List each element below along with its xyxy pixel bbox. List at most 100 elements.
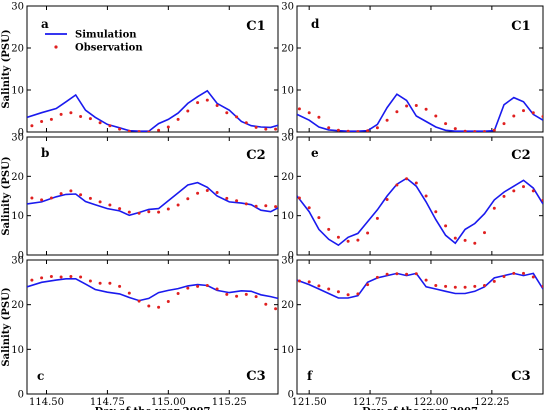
station-label: C2 — [511, 148, 530, 163]
observation-point — [254, 204, 258, 208]
y-tick-label: 20 — [11, 300, 24, 311]
observation-point — [98, 121, 102, 125]
observation-point — [196, 101, 200, 105]
data-layer — [27, 181, 278, 217]
station-label: C1 — [511, 19, 530, 34]
observation-point — [186, 197, 190, 201]
observation-point — [88, 279, 92, 283]
observation-point — [385, 198, 389, 201]
panel-frame — [26, 136, 279, 256]
observation-point — [307, 206, 311, 210]
observation-point — [254, 295, 258, 299]
observation-point — [346, 293, 350, 297]
y-tick-label: 20 — [11, 172, 24, 183]
y-tick-label: 20 — [281, 44, 294, 55]
x-tick-label: 115.00 — [151, 397, 186, 408]
observation-point — [492, 206, 496, 210]
y-tick-label: 30 — [11, 256, 24, 267]
observation-point — [30, 124, 34, 128]
observation-point — [463, 129, 467, 132]
observation-point — [274, 127, 278, 131]
observation-point — [434, 284, 438, 287]
simulation-line — [27, 181, 278, 217]
observation-point — [157, 128, 161, 132]
x-tick-label: 122.00 — [413, 397, 448, 408]
observation-point — [108, 281, 112, 285]
observation-point — [147, 304, 151, 308]
observation-point — [137, 211, 141, 215]
observation-point — [414, 272, 418, 276]
observation-point — [176, 117, 180, 121]
observation-point — [366, 231, 370, 235]
observation-point — [127, 291, 131, 295]
station-label: C2 — [246, 148, 265, 163]
observation-point — [492, 128, 496, 132]
panel-letter: a — [41, 17, 49, 31]
observation-point — [297, 279, 301, 283]
observation-point — [366, 129, 370, 132]
observation-point — [196, 191, 200, 195]
observation-point — [225, 196, 229, 200]
observation-point — [395, 272, 399, 276]
y-tick-label: 30 — [11, 2, 24, 13]
observation-point — [531, 189, 535, 193]
observation-point — [225, 292, 229, 296]
observation-point — [424, 278, 428, 282]
observation-point — [463, 285, 467, 289]
observation-point — [512, 271, 516, 275]
observation-point — [274, 205, 278, 209]
observation-point — [166, 300, 170, 303]
y-tick-label: 10 — [281, 345, 294, 356]
observation-point — [157, 210, 161, 214]
observation-point — [414, 104, 418, 107]
y-tick-label: 20 — [281, 300, 294, 311]
y-tick-label: 0 — [18, 128, 24, 139]
observation-point — [453, 127, 457, 131]
observation-point — [346, 129, 350, 132]
panel-e: 0 10 20 30 e C2 — [281, 133, 544, 262]
observation-point — [59, 112, 63, 116]
observation-point — [30, 196, 34, 200]
panel-letter: e — [311, 146, 319, 160]
observation-point — [215, 104, 219, 107]
observation-point — [235, 115, 239, 119]
observation-point — [59, 192, 63, 196]
observation-point — [512, 189, 516, 193]
y-tick-label: 10 — [11, 345, 24, 356]
panel-frame — [26, 259, 279, 395]
observation-point — [444, 122, 448, 126]
y-tick-label: 10 — [281, 86, 294, 97]
observation-point — [336, 235, 340, 239]
observation-point — [502, 122, 506, 126]
observation-point — [297, 196, 301, 200]
observation-point — [166, 207, 170, 211]
observation-point — [79, 193, 83, 197]
data-layer — [297, 271, 543, 299]
observation-point — [356, 130, 360, 132]
observation-point — [502, 194, 506, 198]
panel-letter: f — [307, 369, 313, 383]
observation-point — [40, 120, 44, 123]
observation-point — [244, 121, 248, 125]
observation-point — [405, 104, 409, 108]
x-axis-label: Day of the year 2007 — [95, 406, 211, 410]
y-axis-label: Salinity (PSU) — [1, 29, 12, 108]
observation-point — [98, 281, 102, 285]
observation-point — [118, 207, 122, 211]
simulation-line — [297, 93, 543, 132]
observation-point — [88, 117, 92, 121]
observation-point — [522, 271, 525, 275]
x-axis-label: Day of the year 2007 — [362, 406, 478, 410]
y-tick-label: 0 — [288, 251, 294, 262]
observation-point — [317, 216, 321, 220]
observation-point — [297, 107, 301, 111]
observation-point — [244, 292, 248, 296]
observation-point — [79, 115, 83, 118]
panel-frame — [296, 259, 544, 395]
observation-point — [414, 181, 418, 185]
y-tick-label: 10 — [11, 211, 24, 222]
observation-point — [531, 275, 535, 279]
observation-point — [137, 130, 141, 132]
x-tick-label: 114.75 — [90, 397, 125, 408]
observation-point — [483, 130, 486, 132]
